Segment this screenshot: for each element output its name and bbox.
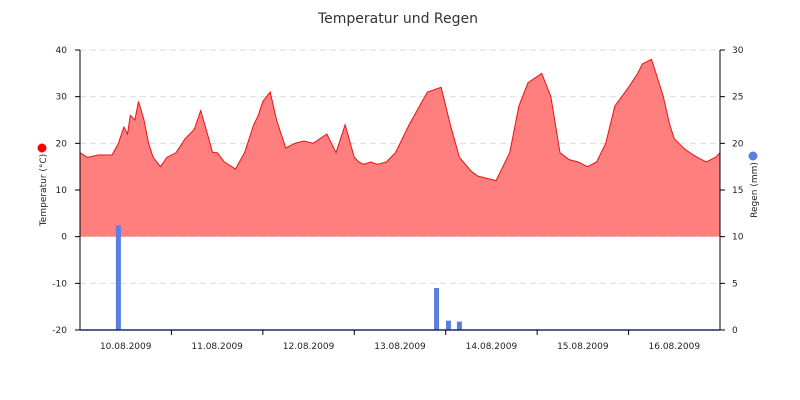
y-right-tick-label: 15 — [732, 186, 743, 196]
y-left-tick-label: 40 — [56, 46, 68, 56]
rain-bars — [115, 225, 462, 330]
x-tick-label: 11.08.2009 — [191, 342, 243, 352]
y-left-label: Temperatur (°C) — [39, 154, 49, 227]
y-left-tick-label: -10 — [52, 279, 67, 289]
x-tick-label: 10.08.2009 — [100, 342, 152, 352]
temperature-line — [79, 58, 721, 182]
temperature-area — [79, 58, 721, 237]
y-left-tick-label: -20 — [52, 326, 67, 336]
y-left-tick-label: 0 — [61, 233, 67, 243]
rain-bar — [115, 225, 121, 330]
rain-bar — [434, 288, 440, 330]
y-left-tick-label: 10 — [56, 186, 68, 196]
rain-legend-marker — [748, 151, 758, 161]
y-right-tick-label: 20 — [732, 139, 744, 149]
y-right-tick-label: 5 — [732, 279, 738, 289]
axes: -20 -10 0 10 20 30 40 0 5 10 15 20 25 30 10.08.2009 11.… — [52, 46, 743, 352]
y-right-tick-label: 30 — [732, 46, 744, 56]
rain-bar — [456, 321, 462, 330]
x-tick-label: 15.08.2009 — [557, 342, 609, 352]
y-left-tick-label: 20 — [56, 139, 68, 149]
y-right-tick-label: 10 — [732, 233, 744, 243]
y-right-label: Regen (mm) — [750, 162, 760, 218]
y-right-tick-label: 0 — [732, 326, 738, 336]
y-right-tick-label: 25 — [732, 93, 743, 103]
chart-title: Temperatur und Regen — [317, 11, 478, 27]
temperature-legend-marker — [37, 143, 47, 153]
x-tick-label: 16.08.2009 — [649, 342, 701, 352]
rain-bar — [445, 320, 451, 330]
y-left-tick-label: 30 — [56, 93, 68, 103]
x-tick-label: 14.08.2009 — [466, 342, 518, 352]
temperature-area-fill — [80, 59, 720, 237]
x-tick-label: 13.08.2009 — [374, 342, 426, 352]
x-tick-label: 12.08.2009 — [283, 342, 335, 352]
